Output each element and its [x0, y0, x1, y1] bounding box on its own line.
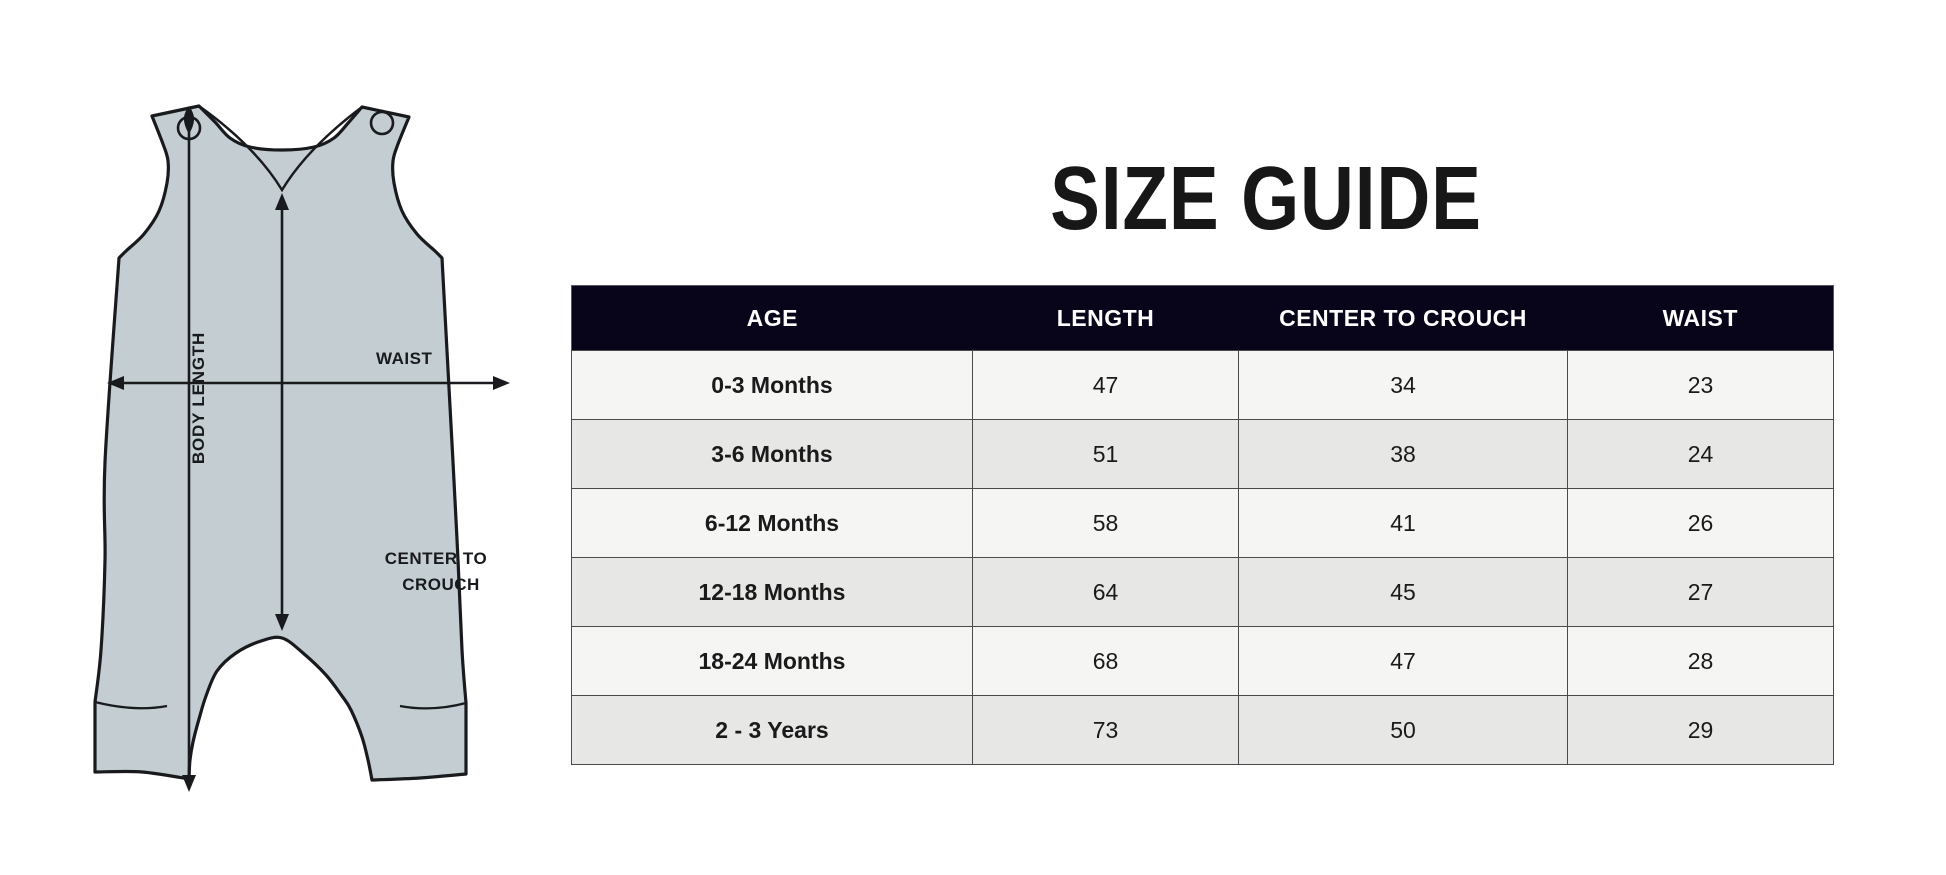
- svg-text:CENTER TO: CENTER TO: [385, 549, 487, 568]
- svg-text:CROUCH: CROUCH: [402, 575, 480, 594]
- svg-text:BODY LENGTH: BODY LENGTH: [189, 332, 208, 464]
- svg-text:WAIST: WAIST: [376, 349, 432, 368]
